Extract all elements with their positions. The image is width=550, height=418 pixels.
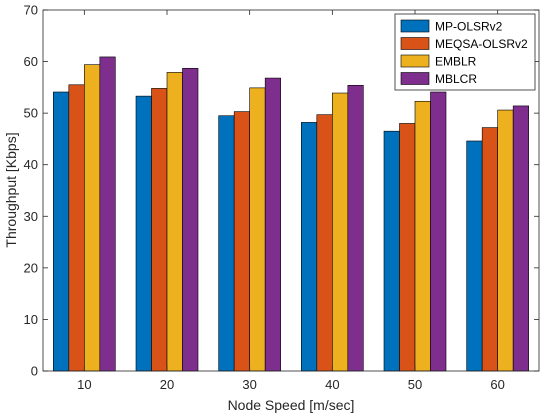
bar-meqsa-olsrv2-10 [68, 84, 85, 372]
x-tick-label: 60 [490, 377, 504, 392]
bar-mp-olsrv2-60 [466, 140, 483, 372]
bar-emblr-10 [84, 64, 101, 372]
axes-layer [42, 9, 540, 372]
legend-swatch-mp-olsrv2 [400, 19, 430, 33]
bar-emblr-20 [166, 72, 183, 372]
x-tick-label: 40 [325, 377, 339, 392]
bar-mp-olsrv2-10 [53, 91, 70, 372]
y-tick-label: 0 [31, 364, 38, 379]
bar-mblcr-50 [430, 91, 447, 372]
bar-meqsa-olsrv2-60 [481, 127, 498, 372]
legend-label-mblcr: MBLCR [435, 72, 477, 86]
legend-label-meqsa-olsrv2: MEQSA-OLSRv2 [435, 37, 528, 51]
bar-emblr-60 [497, 109, 514, 372]
bar-emblr-30 [249, 87, 266, 372]
bars-layer [53, 56, 529, 372]
y-tick-label: 40 [24, 157, 38, 172]
bar-mblcr-30 [264, 77, 281, 372]
x-tick-label: 30 [242, 377, 256, 392]
y-tick-label: 20 [24, 260, 38, 275]
bar-mp-olsrv2-40 [301, 122, 318, 372]
tick-labels-layer: 0 10 20 30 40 50 60 70 10 20 30 40 50 60 [24, 3, 505, 393]
x-tick-label: 20 [160, 377, 174, 392]
bar-meqsa-olsrv2-20 [151, 88, 168, 372]
x-tick-label: 10 [77, 377, 91, 392]
y-tick-label: 70 [24, 3, 38, 18]
bar-mp-olsrv2-30 [218, 115, 235, 372]
legend-label-emblr: EMBLR [435, 55, 477, 69]
y-tick-label: 30 [24, 209, 38, 224]
legend-swatch-emblr [400, 54, 430, 68]
bar-emblr-40 [332, 92, 349, 372]
y-axis-title: Throughput [Kbps] [3, 132, 19, 247]
legend-swatch-mblcr [400, 72, 430, 85]
bar-mp-olsrv2-50 [383, 130, 400, 372]
x-axis-title: Node Speed [m/sec] [228, 397, 355, 413]
bar-mblcr-40 [347, 84, 364, 372]
bar-meqsa-olsrv2-50 [399, 123, 416, 372]
legend-swatch-meqsa-olsrv2 [400, 37, 430, 50]
x-tick-label: 50 [408, 377, 422, 392]
y-tick-label: 10 [24, 312, 38, 327]
legend-label-mp-olsrv2: MP-OLSRv2 [435, 20, 503, 34]
y-tick-label: 50 [24, 106, 38, 121]
bar-mblcr-20 [182, 67, 199, 372]
legend: MP-OLSRv2 MEQSA-OLSRv2 EMBLR MBLCR [394, 13, 536, 91]
bar-emblr-50 [414, 100, 431, 372]
bar-meqsa-olsrv2-40 [316, 114, 333, 372]
bar-mp-olsrv2-20 [135, 95, 152, 372]
bar-mblcr-60 [512, 105, 529, 372]
plot-frame [42, 9, 540, 372]
bar-meqsa-olsrv2-30 [233, 111, 250, 372]
y-tick-label: 60 [24, 54, 38, 69]
bar-mblcr-10 [99, 56, 116, 372]
